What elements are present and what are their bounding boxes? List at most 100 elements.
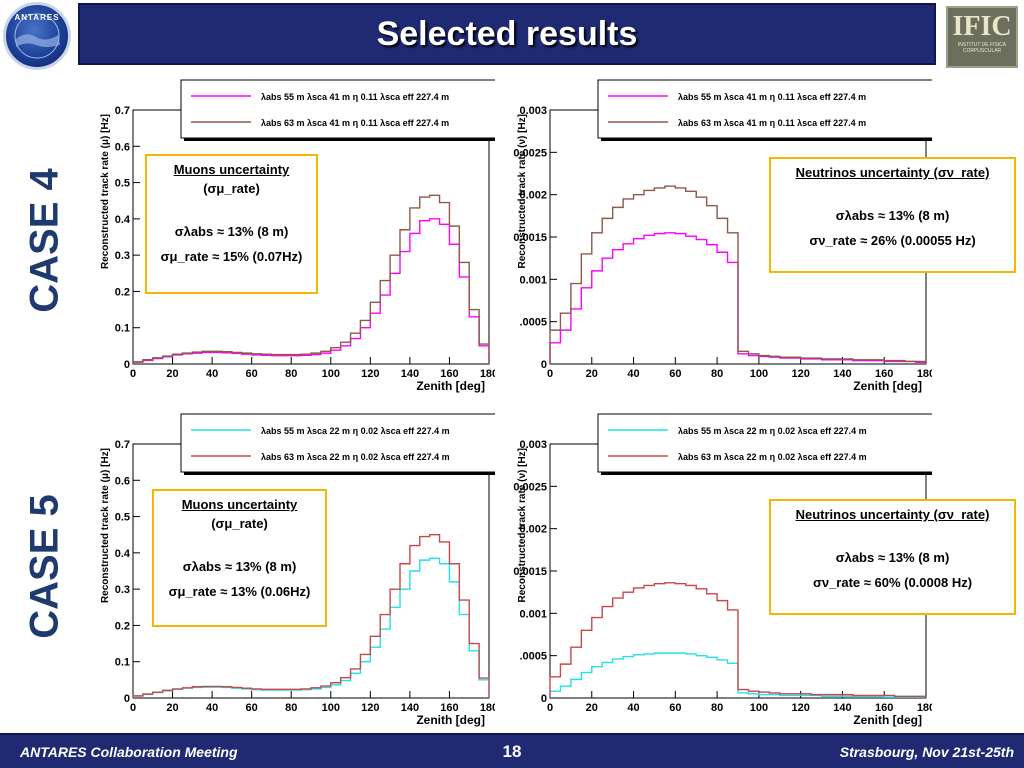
box-title: Neutrinos uncertainty (σν_rate) bbox=[795, 507, 990, 522]
box-title: Muons uncertainty bbox=[173, 162, 290, 177]
x-tick-label: 20 bbox=[166, 368, 178, 380]
footer-meeting-name: ANTARES Collaboration Meeting bbox=[20, 744, 238, 760]
x-tick-label: 180 bbox=[480, 368, 495, 380]
legend-box bbox=[597, 79, 932, 139]
legend-label: λabs 55 m λsca 22 m η 0.02 λsca eff 227.… bbox=[678, 426, 867, 436]
box-title: Neutrinos uncertainty (σν_rate) bbox=[795, 165, 990, 180]
x-tick-label: 60 bbox=[669, 702, 681, 714]
footer-bar: ANTARES Collaboration Meeting 18 Strasbo… bbox=[0, 733, 1024, 768]
legend-box bbox=[597, 413, 932, 473]
y-tick-label: 0 bbox=[541, 693, 547, 705]
series-1-line bbox=[132, 218, 490, 364]
x-tick-label: 80 bbox=[285, 368, 297, 380]
title-bar: Selected results bbox=[78, 3, 936, 65]
y-tick-label: 0.4 bbox=[115, 214, 131, 226]
x-tick-label: 120 bbox=[791, 368, 809, 380]
box-line1: σλabs ≈ 13% (8 m) bbox=[835, 208, 950, 223]
series-2-line bbox=[549, 185, 927, 364]
x-tick-label: 20 bbox=[166, 702, 178, 714]
legend-label: λabs 63 m λsca 22 m η 0.02 λsca eff 227.… bbox=[261, 452, 450, 462]
y-tick-label: 0.6 bbox=[115, 141, 130, 153]
y-tick-label: 0.003 bbox=[519, 439, 547, 451]
y-tick-label: 0.4 bbox=[115, 548, 131, 560]
x-tick-label: 120 bbox=[361, 702, 379, 714]
x-tick-label: 180 bbox=[917, 368, 932, 380]
y-tick-label: 0.2 bbox=[115, 286, 130, 298]
x-tick-label: 160 bbox=[875, 702, 893, 714]
y-tick-label: 0.003 bbox=[519, 105, 547, 117]
y-tick-label: 0.7 bbox=[115, 439, 130, 451]
y-tick-label: 0.5 bbox=[115, 178, 130, 190]
y-tick-label: 0.002 bbox=[519, 190, 547, 202]
x-tick-label: 0 bbox=[130, 368, 136, 380]
y-tick-label: .0005 bbox=[519, 317, 547, 329]
ific-logo-subtext: INSTITUT DE FISICA CORPUSCULAR bbox=[957, 42, 1007, 54]
legend-label: λabs 63 m λsca 41 m η 0.11 λsca eff 227.… bbox=[261, 118, 449, 128]
y-tick-label: 0.5 bbox=[115, 512, 130, 524]
x-tick-label: 40 bbox=[206, 368, 218, 380]
box-line1: σλabs ≈ 13% (8 m) bbox=[835, 550, 950, 565]
box-line1: σλabs ≈ 13% (8 m) bbox=[174, 224, 289, 239]
case4-muons-uncertainty-box: Muons uncertainty (σμ_rate) σλabs ≈ 13% … bbox=[145, 154, 318, 294]
page-number: 18 bbox=[502, 742, 522, 761]
x-tick-label: 80 bbox=[285, 702, 297, 714]
x-tick-label: 40 bbox=[627, 702, 639, 714]
x-tick-label: 140 bbox=[833, 702, 851, 714]
x-tick-label: 20 bbox=[586, 368, 598, 380]
y-tick-label: 0.002 bbox=[519, 524, 547, 536]
x-tick-label: 0 bbox=[130, 702, 136, 714]
y-axis-label: Reconstructed track rate (ν) [Hz] bbox=[517, 448, 528, 602]
legend-label: λabs 63 m λsca 22 m η 0.02 λsca eff 227.… bbox=[678, 452, 867, 462]
series-2-line bbox=[549, 582, 927, 698]
x-tick-label: 100 bbox=[322, 702, 340, 714]
antares-logo: ANTARES bbox=[3, 2, 71, 70]
case4-neutrinos-uncertainty-box: Neutrinos uncertainty (σν_rate) σλabs ≈ … bbox=[769, 157, 1016, 273]
box-paren: (σμ_rate) bbox=[203, 181, 260, 196]
box-paren: (σμ_rate) bbox=[211, 516, 268, 531]
footer-location-date: Strasbourg, Nov 21st-25th bbox=[839, 744, 1014, 760]
legend-box bbox=[180, 79, 495, 139]
case-5-label: CASE 5 bbox=[22, 494, 67, 639]
legend-box bbox=[180, 413, 495, 473]
y-axis-label: Reconstructed track rate (ν) [Hz] bbox=[517, 114, 528, 268]
legend-label: λabs 63 m λsca 41 m η 0.11 λsca eff 227.… bbox=[678, 118, 866, 128]
box-line1: σλabs ≈ 13% (8 m) bbox=[182, 559, 297, 574]
box-line2: σμ_rate ≈ 13% (0.06Hz) bbox=[168, 584, 311, 599]
x-tick-label: 40 bbox=[206, 702, 218, 714]
x-axis-label: Zenith [deg] bbox=[853, 379, 922, 393]
ific-logo-text: IFIC bbox=[952, 11, 1012, 42]
x-tick-label: 100 bbox=[322, 368, 340, 380]
y-tick-label: 0.1 bbox=[115, 657, 130, 669]
y-tick-label: 0.0015 bbox=[513, 566, 547, 578]
x-axis-label: Zenith [deg] bbox=[853, 713, 922, 727]
page-title: Selected results bbox=[376, 14, 638, 53]
antares-logo-text: ANTARES bbox=[14, 13, 60, 22]
x-tick-label: 120 bbox=[791, 702, 809, 714]
case-4-label: CASE 4 bbox=[22, 168, 67, 313]
legend-label: λabs 55 m λsca 22 m η 0.02 λsca eff 227.… bbox=[261, 426, 450, 436]
ific-logo: IFIC INSTITUT DE FISICA CORPUSCULAR bbox=[946, 6, 1018, 68]
y-tick-label: 0.3 bbox=[115, 584, 130, 596]
case5-neutrinos-uncertainty-box: Neutrinos uncertainty (σν_rate) σλabs ≈ … bbox=[769, 499, 1016, 615]
y-tick-label: 0 bbox=[541, 359, 547, 371]
y-tick-label: 0.0025 bbox=[513, 147, 547, 159]
x-tick-label: 180 bbox=[917, 702, 932, 714]
y-tick-label: .0005 bbox=[519, 651, 547, 663]
series-2-line bbox=[132, 534, 490, 698]
x-tick-label: 80 bbox=[711, 368, 723, 380]
series-2-line bbox=[132, 194, 490, 364]
x-tick-label: 20 bbox=[586, 702, 598, 714]
x-axis-label: Zenith [deg] bbox=[416, 379, 485, 393]
y-tick-label: 0 bbox=[124, 359, 130, 371]
x-tick-label: 120 bbox=[361, 368, 379, 380]
x-axis-label: Zenith [deg] bbox=[416, 713, 485, 727]
legend-label: λabs 55 m λsca 41 m η 0.11 λsca eff 227.… bbox=[678, 92, 866, 102]
y-tick-label: 0.2 bbox=[115, 620, 130, 632]
box-line2: σν_rate ≈ 26% (0.00055 Hz) bbox=[809, 233, 976, 248]
y-tick-label: 0.001 bbox=[519, 274, 547, 286]
x-tick-label: 140 bbox=[833, 368, 851, 380]
x-tick-label: 0 bbox=[547, 702, 553, 714]
y-tick-label: 0.7 bbox=[115, 105, 130, 117]
x-tick-label: 160 bbox=[875, 368, 893, 380]
x-tick-label: 140 bbox=[401, 702, 419, 714]
